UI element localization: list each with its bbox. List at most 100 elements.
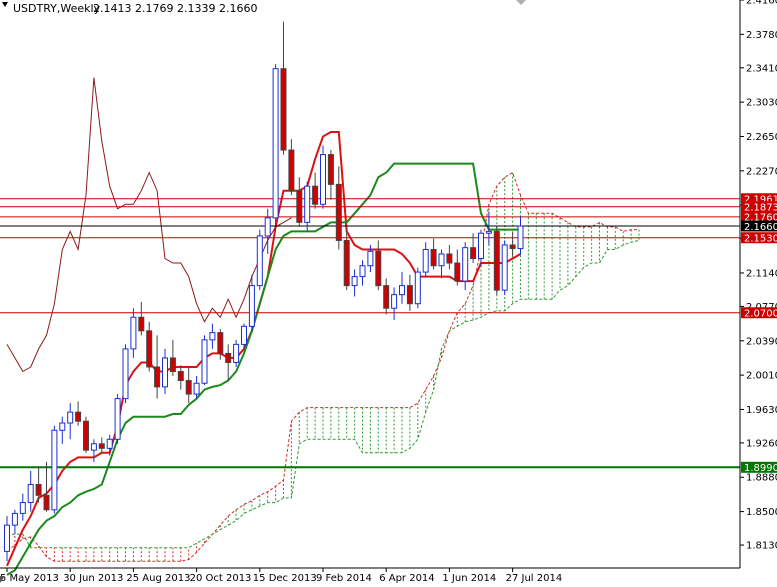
y-tick-label: 2.2270 [746, 166, 777, 177]
symbol-dropdown-icon[interactable] [2, 2, 8, 7]
candle-body [430, 248, 437, 267]
candle-body [51, 429, 58, 511]
candle-body [233, 343, 240, 363]
level-badge-label: 2.1873 [744, 203, 777, 214]
cloud-span-a-line [6, 171, 639, 562]
x-tick-label: 6 Apr 2014 [379, 573, 434, 583]
candle-body [375, 250, 382, 287]
candle-body [438, 253, 445, 267]
cloud-span-b-line [7, 239, 640, 549]
candle-body [27, 483, 34, 504]
candle-body [478, 232, 484, 260]
candle-body [485, 230, 492, 234]
period-separator-marker-icon [516, 0, 526, 5]
candle-body [35, 483, 42, 496]
candle-body [367, 250, 374, 267]
level-badge-label: 2.0700 [744, 309, 777, 320]
level-badge-label: 2.1660 [744, 222, 777, 233]
y-tick-label: 1.9630 [746, 405, 777, 416]
level-badge [741, 201, 777, 213]
y-tick-label: 2.4160 [746, 0, 777, 7]
candle-body [193, 382, 200, 395]
candle-body [241, 325, 247, 345]
x-tick-label: 9 Feb 2014 [316, 573, 372, 583]
candle-body [4, 524, 10, 552]
candle-body [414, 271, 421, 305]
candle-body [59, 422, 66, 431]
indicator-lines [6, 77, 521, 576]
candle-body [454, 262, 461, 282]
candle-body [83, 420, 89, 451]
chart-ohlc-values: 2.1413 2.1769 2.1339 2.1660 [93, 2, 257, 15]
candle-body [470, 247, 477, 260]
level-badge [741, 461, 777, 473]
y-tick-label: 1.8500 [746, 507, 777, 518]
candle-body [272, 68, 279, 219]
x-tick-label: 20 Oct 2013 [190, 573, 252, 583]
candle-body [217, 332, 224, 354]
candle-body [509, 244, 516, 250]
y-tick-label: 2.3410 [746, 63, 777, 74]
candle-body [351, 276, 358, 287]
candle-body [335, 183, 342, 241]
candle-body [162, 357, 168, 388]
candle-body [288, 149, 295, 192]
candle-body [327, 154, 334, 185]
level-badge-label: 2.1961 [744, 195, 777, 206]
level-badge [741, 193, 777, 205]
candle-body [296, 190, 303, 223]
candle-body [138, 316, 145, 332]
candle-body [399, 285, 405, 296]
candle-body [154, 366, 161, 388]
candle-body [383, 285, 390, 309]
level-lines [0, 198, 740, 469]
y-tick-label: 2.3030 [746, 98, 777, 109]
x-tick-label: 15 Dec 2013 [253, 573, 317, 583]
candle-body [177, 370, 184, 382]
y-tick-label: 2.2650 [746, 132, 777, 143]
level-badge-label: 2.1760 [744, 213, 777, 224]
candle-body [169, 357, 176, 372]
candle-body [304, 185, 311, 223]
candle-body [75, 411, 82, 422]
x-tick-label: 5 May 2013 [0, 573, 59, 583]
y-tick-label: 2.1140 [746, 268, 777, 279]
candle-body [264, 217, 271, 237]
y-tick-label: 1.9260 [746, 438, 777, 449]
candle-body [391, 294, 398, 309]
candle-body [225, 352, 232, 363]
candle-body [209, 332, 216, 341]
y-tick-label: 2.0390 [746, 336, 777, 347]
x-tick-label: 25 Aug 2013 [126, 573, 190, 583]
candle-body [122, 348, 129, 400]
candles [4, 21, 524, 562]
candle-body [406, 285, 413, 305]
candle-body [422, 248, 429, 273]
x-tick-label: 30 Jun 2013 [63, 573, 123, 583]
candle-body [280, 68, 287, 151]
candle-body [312, 185, 319, 205]
level-badge [741, 232, 777, 244]
candle-body [130, 316, 137, 350]
candle-body [256, 235, 263, 287]
candle-body [146, 330, 153, 368]
candle-body [98, 443, 105, 449]
candle-body [43, 494, 50, 511]
y-tick-label: 1.8880 [746, 473, 777, 484]
candle-body [11, 512, 18, 526]
x-tick-label: 1 Jun 2014 [442, 573, 496, 583]
candle-body [19, 502, 26, 514]
candle-body [517, 225, 524, 250]
candle-body [462, 247, 469, 282]
y-tick-label: 2.0010 [746, 371, 777, 382]
level-badge [741, 211, 777, 223]
candle-body [343, 239, 350, 287]
candle-body [90, 443, 97, 451]
chart-symbol-title: USDTRY,Weekly [13, 2, 101, 15]
x-tick-label: 27 Jul 2014 [506, 573, 563, 583]
level-badge-label: 2.1530 [744, 234, 777, 245]
